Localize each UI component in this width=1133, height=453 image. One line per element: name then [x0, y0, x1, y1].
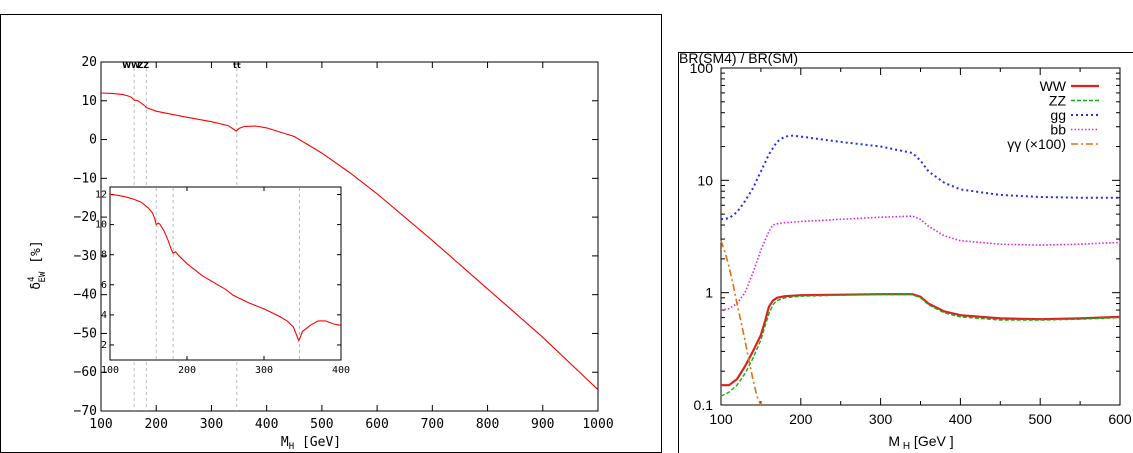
left-ytick-label: −40	[74, 288, 97, 303]
legend-label-ww: WW	[1040, 78, 1067, 94]
left-series-group	[100, 92, 599, 391]
left-xtick-label: 800	[476, 417, 499, 432]
left-ytick-label: −30	[74, 249, 97, 264]
left-xlabel: MH [GeV]	[281, 435, 341, 452]
inset-ytick-label: 6	[101, 280, 107, 291]
left-xtick-label: 900	[531, 417, 554, 432]
left-ytick-label: −60	[74, 365, 97, 380]
inset-series-group	[109, 193, 342, 342]
inset-series-line	[109, 193, 342, 342]
left-ylabel: δ4EW [%]	[27, 240, 48, 289]
left-plot-area	[100, 61, 599, 412]
inset-threshold-lines	[155, 188, 300, 359]
inset-xtick-label: 300	[255, 365, 273, 376]
left-threshold-label: ZZ	[137, 61, 149, 70]
left-xtick-label: 200	[144, 417, 167, 432]
left-ytick-label: 0	[89, 133, 97, 148]
left-ytick-label: −20	[74, 210, 97, 225]
svg-text:δ4EW [%]: δ4EW [%]	[27, 240, 48, 289]
left-ytick-label: −70	[74, 404, 97, 419]
right-series-group	[720, 134, 1121, 406]
left-xtick-label: 400	[255, 417, 278, 432]
left-xtick-label: 600	[365, 417, 388, 432]
left-xtick-label: 700	[421, 417, 444, 432]
inset-axes-ticks: 100 200 300 400 12 10 8 6 4 2	[95, 187, 350, 376]
right-series-line-zz	[720, 294, 1121, 397]
left-threshold-label: tt	[233, 61, 241, 70]
legend-label-gg: gg	[1050, 107, 1066, 123]
inset-ytick-label: 8	[101, 250, 107, 261]
left-ytick-label: 10	[81, 94, 97, 109]
legend-label-zz: ZZ	[1049, 93, 1067, 109]
inset-xtick-label: 400	[332, 365, 350, 376]
right-chart-title: BR(SM4) / BR(SM)	[679, 50, 798, 66]
left-ytick-label: 20	[81, 55, 97, 70]
right-series-line-bb	[720, 215, 1121, 311]
left-axes-ticks: 100 200 300 400 500 600 700 800 900 100020100−10−…	[74, 55, 614, 432]
left-ytick-label: −10	[74, 171, 97, 186]
right-xtick-label: 500	[1029, 411, 1053, 427]
right-series-line-ww	[721, 293, 1121, 387]
left-xtick-label: 500	[310, 417, 333, 432]
left-threshold-label: WW	[122, 61, 140, 70]
inset-ytick-label: 4	[101, 310, 107, 321]
left-ytick-label: −50	[74, 326, 97, 341]
inset-plot-area	[109, 186, 342, 361]
left-xtick-label: 300	[200, 417, 223, 432]
left-xtick-label: 1000	[582, 417, 613, 432]
left-chart: 100 200 300 400 500 600 700 800 900 100020100−10−…	[0, 14, 662, 453]
right-chart: BR(SM4) / BR(SM) 100 200 300 400 500 60010010…	[678, 50, 1133, 453]
legend-label-bb: bb	[1050, 122, 1066, 138]
inset-xtick-label: 100	[101, 365, 119, 376]
right-ytick-label: 0.1	[694, 397, 714, 413]
right-xtick-label: 200	[789, 411, 813, 427]
left-series-line	[100, 92, 599, 391]
right-ytick-label: 10	[697, 172, 713, 188]
inset-ytick-label: 2	[101, 340, 107, 351]
right-xtick-label: 100	[709, 411, 733, 427]
right-xtick-label: 600	[1108, 411, 1132, 427]
right-axes-ticks: 100 200 300 400 500 600 100 10 1 0.1	[690, 60, 1132, 427]
right-xtick-label: 300	[869, 411, 893, 427]
right-xtick-label: 400	[949, 411, 973, 427]
left-xtick-label: 100	[89, 417, 112, 432]
right-ytick-label: 100	[690, 60, 714, 76]
inset-ytick-label: 12	[95, 190, 107, 201]
legend-label-gammagamma: γγ (×100)	[1007, 136, 1066, 152]
inset-ytick-label: 10	[95, 220, 107, 231]
inset-xtick-label: 200	[178, 365, 196, 376]
right-xlabel: M H [GeV ]	[888, 433, 953, 452]
right-ytick-label: 1	[705, 285, 713, 301]
